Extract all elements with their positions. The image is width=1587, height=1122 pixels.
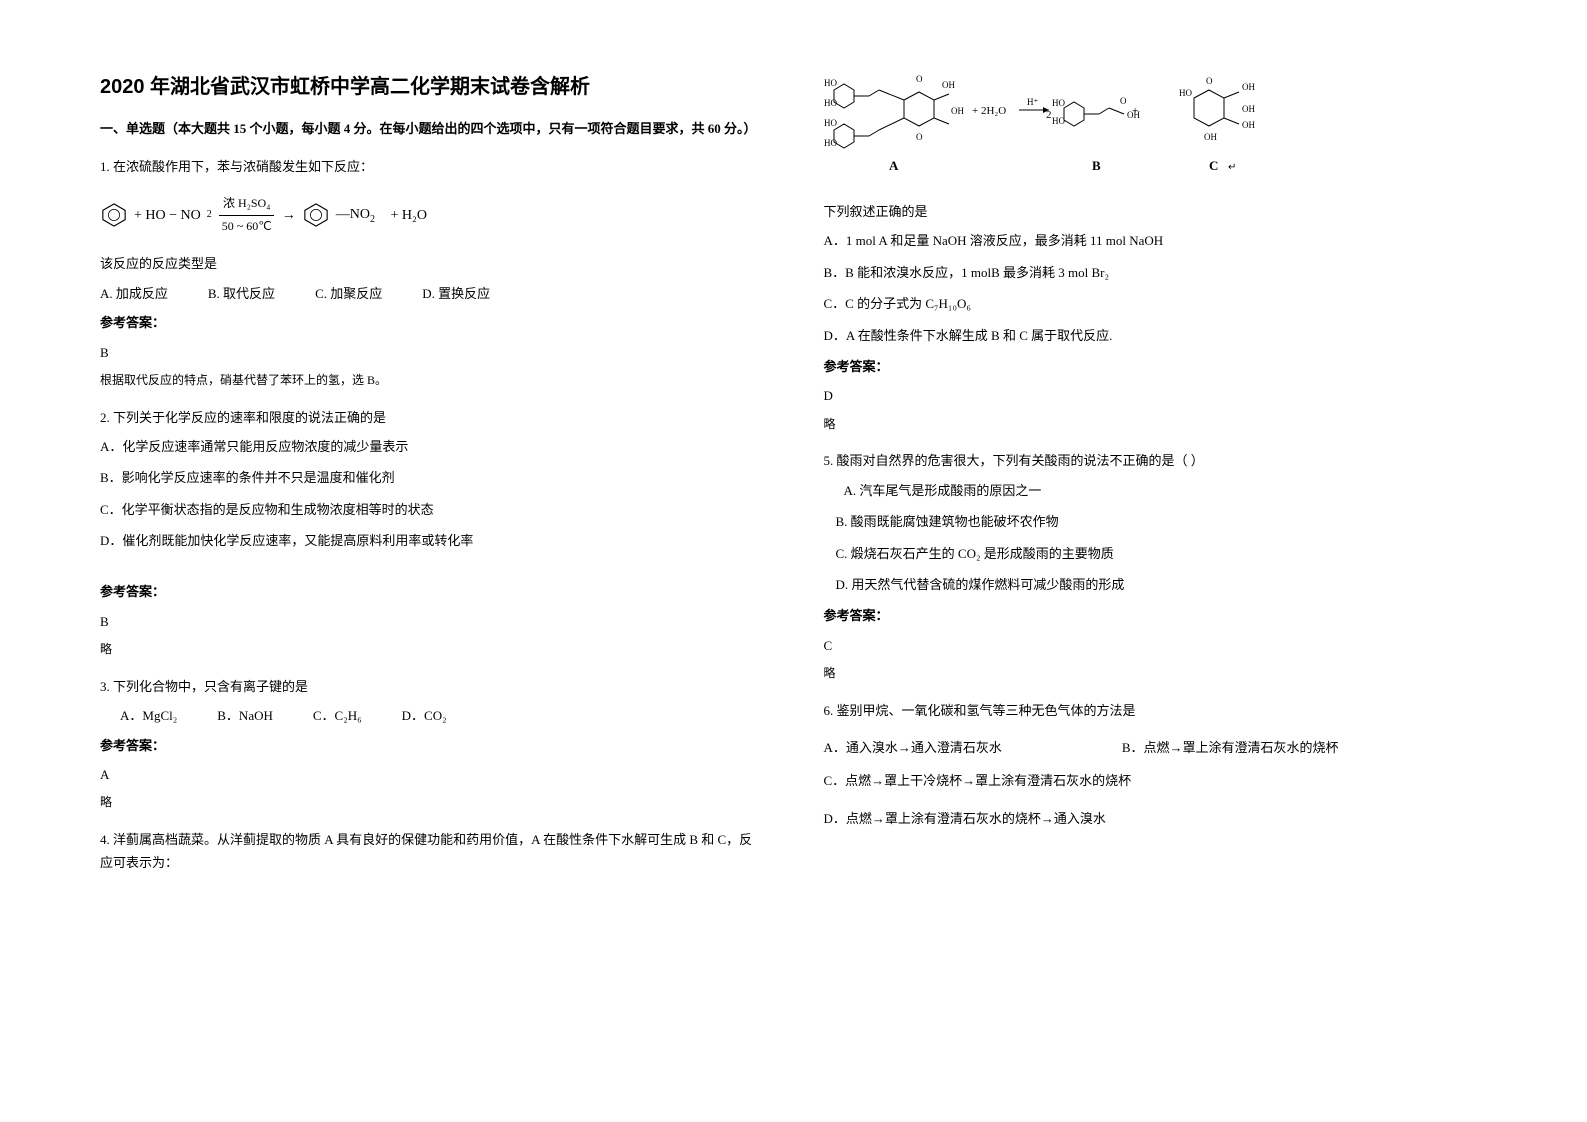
option-b: B. 酸雨既能腐蚀建筑物也能破坏农作物 <box>824 510 1488 533</box>
svg-text:B: B <box>1092 158 1101 173</box>
svg-text:OH: OH <box>1242 82 1255 92</box>
svg-text:OH: OH <box>951 106 964 116</box>
option-c: C．化学平衡状态指的是反应物和生成物浓度相等时的状态 <box>100 498 764 521</box>
question-1-text: 1. 在浓硫酸作用下，苯与浓硝酸发生如下反应： <box>100 155 764 178</box>
left-column: 2020 年湖北省武汉市虹桥中学高二化学期末试卷含解析 一、单选题（本大题共 1… <box>100 70 764 1092</box>
option-d: D．催化剂既能加快化学反应速率，又能提高原料利用率或转化率 <box>100 529 764 552</box>
svg-text:OH: OH <box>1242 120 1255 130</box>
option-a: A．MgCl₂ <box>120 704 177 727</box>
option-d: D．CO₂ <box>402 704 447 727</box>
question-1-subtext: 该反应的反应类型是 <box>100 252 764 275</box>
option-a: A．化学反应速率通常只能用反应物浓度的减少量表示 <box>100 435 764 458</box>
answer-label: 参考答案： <box>824 355 1488 378</box>
question-5-text: 5. 酸雨对自然界的危害很大，下列有关酸雨的说法不正确的是（ ） <box>824 449 1488 472</box>
option-d: D. 用天然气代替含硫的煤作燃料可减少酸雨的形成 <box>824 573 1488 596</box>
svg-text:O: O <box>1206 76 1213 86</box>
option-b: B．NaOH <box>217 704 273 727</box>
question-3-text: 3. 下列化合物中，只含有离子键的是 <box>100 675 764 698</box>
question-1-equation: + HO − NO2 浓 H₂SO₄ 50 ~ 60℃ → —NO2 + H₂O <box>100 188 764 242</box>
question-5: 5. 酸雨对自然界的危害很大，下列有关酸雨的说法不正确的是（ ） A. 汽车尾气… <box>824 449 1488 690</box>
svg-text:A: A <box>889 158 899 173</box>
svg-text:HO: HO <box>824 78 837 88</box>
question-1-explain: 根据取代反应的特点，硝基代替了苯环上的氢，选 B。 <box>100 370 764 392</box>
option-b: B. 取代反应 <box>208 282 275 305</box>
question-6-text: 6. 鉴别甲烷、一氧化碳和氢气等三种无色气体的方法是 <box>824 699 1488 722</box>
question-4-subtext: 下列叙述正确的是 <box>824 200 1488 223</box>
svg-text:+: + <box>1132 105 1138 117</box>
svg-text:C: C <box>1209 158 1218 173</box>
reaction-diagram: HO HO HO HO O OH OH O A + 2H₂O H⁺ 2 HO H… <box>824 70 1304 190</box>
svg-text:HO: HO <box>1052 98 1065 108</box>
question-4-explain: 略 <box>824 414 1488 436</box>
option-c: C. 加聚反应 <box>315 282 382 305</box>
svg-text:HO: HO <box>824 138 837 148</box>
question-3-options: A．MgCl₂ B．NaOH C．C₂H₆ D．CO₂ <box>100 704 764 727</box>
question-3-explain: 略 <box>100 792 764 814</box>
option-b: B．影响化学反应速率的条件并不只是温度和催化剂 <box>100 466 764 489</box>
svg-text:HO: HO <box>824 118 837 128</box>
question-2-answer: B <box>100 610 764 633</box>
question-3-answer: A <box>100 763 764 786</box>
answer-label: 参考答案： <box>100 311 764 334</box>
option-b: B．B 能和浓溴水反应，1 molB 最多消耗 3 mol Br₂ <box>824 261 1488 284</box>
arrow-icon: → <box>282 203 296 228</box>
question-4-continued: 下列叙述正确的是 A．1 mol A 和足量 NaOH 溶液反应，最多消耗 11… <box>824 200 1488 441</box>
svg-text:HO: HO <box>1052 116 1065 126</box>
svg-text:O: O <box>916 132 923 142</box>
question-2: 2. 下列关于化学反应的速率和限度的说法正确的是 A．化学反应速率通常只能用反应… <box>100 406 764 667</box>
answer-label: 参考答案： <box>100 580 764 603</box>
benzene-ring-icon <box>100 202 128 228</box>
section-header: 一、单选题（本大题共 15 个小题，每小题 4 分。在每小题给出的四个选项中，只… <box>100 119 764 140</box>
option-d: D. 置换反应 <box>422 282 490 305</box>
svg-text:OH: OH <box>942 80 955 90</box>
question-1-answer: B <box>100 341 764 364</box>
svg-text:H⁺: H⁺ <box>1027 97 1038 107</box>
option-c: C．点燃→罩上干冷烧杯→罩上涂有澄清石灰水的烧杯 <box>824 769 1488 792</box>
question-4: 4. 洋蓟属高档蔬菜。从洋蓟提取的物质 A 具有良好的保健功能和药用价值，A 在… <box>100 828 764 881</box>
question-5-explain: 略 <box>824 663 1488 685</box>
question-1: 1. 在浓硫酸作用下，苯与浓硝酸发生如下反应： + HO − NO2 浓 H₂S… <box>100 155 764 398</box>
svg-text:O: O <box>916 74 923 84</box>
right-column: HO HO HO HO O OH OH O A + 2H₂O H⁺ 2 HO H… <box>824 70 1488 1092</box>
option-c: C. 煅烧石灰石产生的 CO₂ 是形成酸雨的主要物质 <box>824 542 1488 565</box>
svg-text:HO: HO <box>824 98 837 108</box>
option-a: A．1 mol A 和足量 NaOH 溶液反应，最多消耗 11 mol NaOH <box>824 229 1488 252</box>
svg-text:HO: HO <box>1179 88 1192 98</box>
option-d: D．点燃→罩上涂有澄清石灰水的烧杯→通入溴水 <box>824 807 1488 830</box>
option-d: D．A 在酸性条件下水解生成 B 和 C 属于取代反应. <box>824 324 1488 347</box>
option-c: C．C 的分子式为 C₇H₁₀O₆ <box>824 292 1488 315</box>
answer-label: 参考答案： <box>824 604 1488 627</box>
question-5-answer: C <box>824 634 1488 657</box>
svg-text:O: O <box>1120 96 1127 106</box>
svg-text:OH: OH <box>1204 132 1217 142</box>
question-2-text: 2. 下列关于化学反应的速率和限度的说法正确的是 <box>100 406 764 429</box>
page-title: 2020 年湖北省武汉市虹桥中学高二化学期末试卷含解析 <box>100 70 764 99</box>
question-4-answer: D <box>824 384 1488 407</box>
svg-text:2: 2 <box>1046 109 1052 121</box>
option-c: C．C₂H₆ <box>313 704 362 727</box>
svg-text:OH: OH <box>1242 104 1255 114</box>
answer-label: 参考答案： <box>100 734 764 757</box>
question-1-options: A. 加成反应 B. 取代反应 C. 加聚反应 D. 置换反应 <box>100 282 764 305</box>
svg-text:↵: ↵ <box>1228 162 1236 173</box>
option-b: B．点燃→罩上涂有澄清石灰水的烧杯 <box>1122 736 1339 759</box>
option-a: A. 加成反应 <box>100 282 168 305</box>
benzene-ring-icon <box>302 202 330 228</box>
question-2-explain: 略 <box>100 639 764 661</box>
option-a: A. 汽车尾气是形成酸雨的原因之一 <box>824 479 1488 502</box>
option-a: A．通入溴水→通入澄清石灰水 <box>824 736 1002 759</box>
svg-text:+ 2H₂O: + 2H₂O <box>972 105 1006 117</box>
question-3: 3. 下列化合物中，只含有离子键的是 A．MgCl₂ B．NaOH C．C₂H₆… <box>100 675 764 820</box>
question-4-text: 4. 洋蓟属高档蔬菜。从洋蓟提取的物质 A 具有良好的保健功能和药用价值，A 在… <box>100 828 764 875</box>
question-6: 6. 鉴别甲烷、一氧化碳和氢气等三种无色气体的方法是 A．通入溴水→通入澄清石灰… <box>824 699 1488 839</box>
